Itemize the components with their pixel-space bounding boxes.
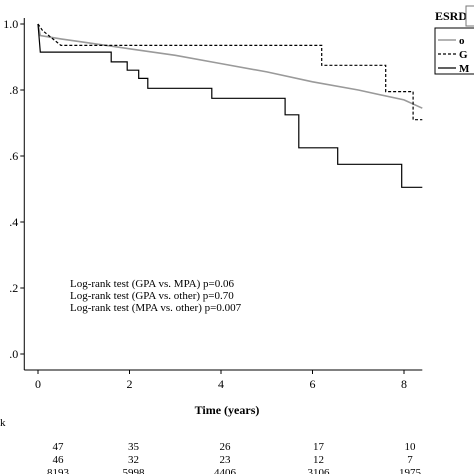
- survival-curve-2: [37, 23, 423, 121]
- x-tick-label: 6: [310, 377, 316, 391]
- y-tick-label: .6: [9, 149, 18, 163]
- risk-table-cell: 17: [313, 441, 325, 453]
- axes: .0 .2 .4 .6 .8 1.0 0 2 4 6 8 Time (years): [3, 17, 423, 417]
- legend-entries: oGM: [438, 35, 470, 75]
- risk-table-cell: 47: [53, 441, 65, 453]
- x-tick-label: 2: [127, 377, 133, 391]
- legend-entry-label: G: [459, 49, 468, 61]
- y-tick-label: .2: [9, 281, 18, 295]
- legend: ESRD oGM: [434, 5, 474, 75]
- y-tick-label: .0: [9, 347, 18, 361]
- log-rank-annotation: Log-rank test (MPA vs. other) p=0.007: [70, 302, 242, 314]
- legend-entries-box: [434, 27, 474, 75]
- log-rank-annotation: Log-rank test (GPA vs. MPA) p=0.06: [70, 278, 234, 290]
- risk-table-cell: 8193: [47, 467, 70, 474]
- risk-table-cell: 26: [220, 441, 232, 453]
- annotations: Log-rank test (GPA vs. MPA) p=0.06Log-ra…: [70, 278, 242, 314]
- legend-entry-label: o: [459, 35, 465, 47]
- risk-table-label: k: [0, 417, 6, 429]
- risk-table-cell: 5998: [123, 467, 146, 474]
- y-tick-label: .8: [9, 83, 18, 97]
- survival-curve-3: [37, 23, 423, 188]
- risk-table-cell: 7: [407, 454, 413, 466]
- log-rank-annotation: Log-rank test (GPA vs. other) p=0.70: [70, 290, 234, 302]
- risk-table-cell: 4406: [214, 467, 237, 474]
- x-tick-label: 4: [218, 377, 224, 391]
- legend-title: ESRD: [435, 9, 467, 23]
- y-tick-label: .4: [9, 215, 18, 229]
- risk-table: k 47 35 26 17 10 46 32 23 12 7 8193 5998 4406 3106 1975: [0, 417, 422, 474]
- risk-table-cell: 10: [405, 441, 417, 453]
- risk-table-cell: 32: [128, 454, 139, 466]
- risk-table-cell: 23: [220, 454, 232, 466]
- risk-table-cell: 1975: [399, 467, 422, 474]
- x-tick-label: 0: [35, 377, 41, 391]
- risk-table-cell: 12: [313, 454, 324, 466]
- risk-table-cell: 35: [128, 441, 140, 453]
- y-tick-label: 1.0: [3, 17, 18, 31]
- legend-box: [465, 5, 474, 27]
- legend-entry-label: M: [459, 63, 470, 75]
- risk-table-cell: 3106: [308, 467, 331, 474]
- risk-table-cell: 46: [53, 454, 65, 466]
- survival-curve-1: [37, 23, 423, 109]
- x-tick-label: 8: [401, 377, 407, 391]
- survival-curves: [37, 23, 423, 188]
- x-axis-label: Time (years): [195, 403, 260, 417]
